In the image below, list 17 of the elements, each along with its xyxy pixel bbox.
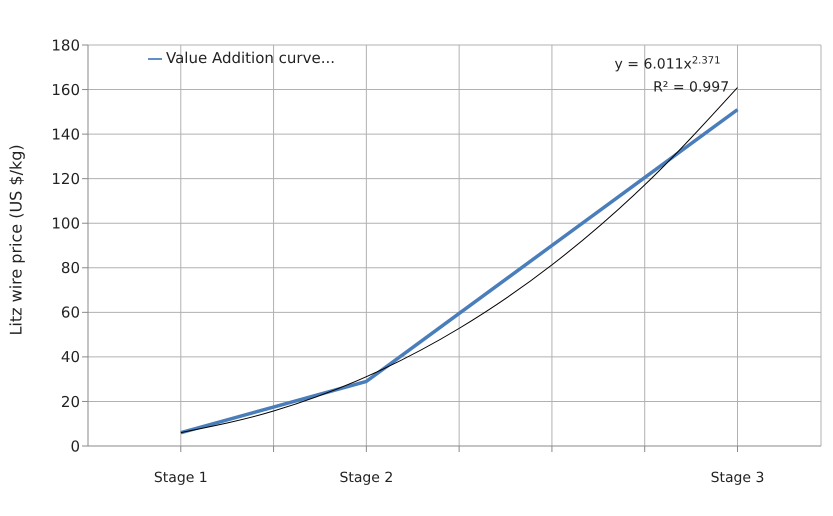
- x-tick-label: Stage 1: [154, 470, 208, 486]
- x-tick-label: Stage 2: [339, 470, 394, 486]
- y-tick-label: 140: [51, 125, 80, 144]
- y-tick-label: 120: [51, 170, 80, 188]
- y-axis-title: Litz wire price (US $/kg): [6, 144, 26, 336]
- y-tick-label: 0: [70, 437, 80, 456]
- y-tick-label: 60: [60, 304, 80, 322]
- y-tick-label: 180: [51, 36, 80, 54]
- y-tick-label: 20: [60, 392, 80, 411]
- y-tick-label: 100: [51, 214, 80, 233]
- y-tick-label: 40: [60, 348, 80, 366]
- legend-label: Value Addition curve...: [166, 49, 335, 67]
- annotation: R² = 0.997: [653, 79, 730, 96]
- y-tick-label: 160: [51, 80, 80, 99]
- annotation: y = 6.011x$^{2.371}$: [614, 54, 720, 72]
- x-tick-label: Stage 3: [710, 470, 764, 486]
- y-tick-label: 80: [60, 259, 80, 278]
